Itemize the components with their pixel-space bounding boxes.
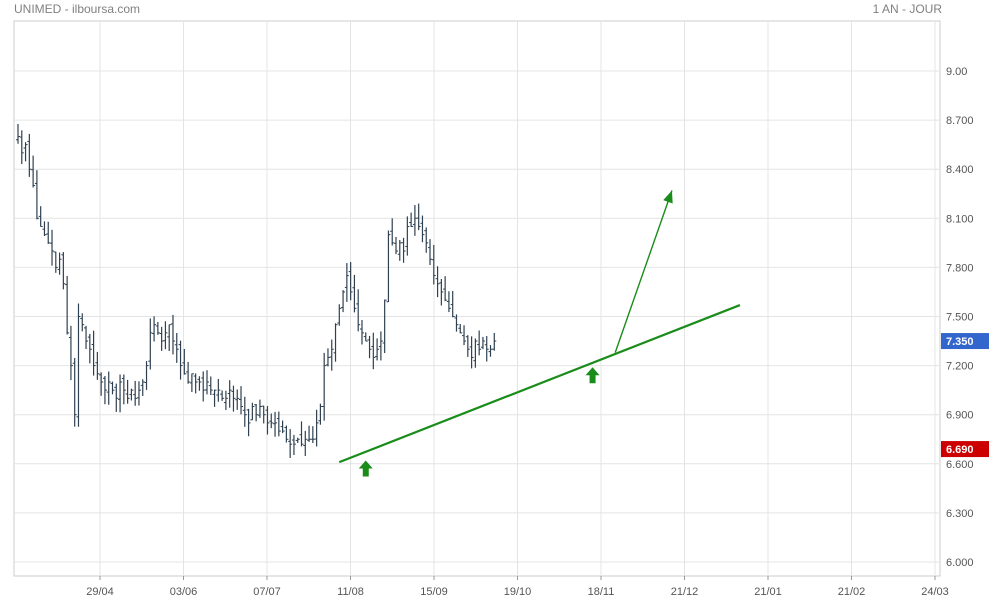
y-tick-label: 6.600 xyxy=(946,459,974,471)
up-arrow-icon xyxy=(358,460,373,477)
y-tick-label: 8.100 xyxy=(946,213,974,225)
y-tick-label: 7.800 xyxy=(946,262,974,274)
plot-frame xyxy=(13,20,941,577)
y-tick-label: 8.400 xyxy=(946,164,974,176)
x-tick-label: 03/06 xyxy=(170,586,198,598)
x-tick-label: 24/03 xyxy=(921,586,949,598)
chart-title: UNIMED - ilboursa.com xyxy=(14,2,141,16)
last-price-badge-label: 7.350 xyxy=(946,336,974,348)
low-price-badge-label: 6.690 xyxy=(946,444,974,456)
y-tick-label: 6.900 xyxy=(946,410,974,422)
y-tick-label: 7.500 xyxy=(946,312,974,324)
x-tick-label: 19/10 xyxy=(504,586,532,598)
x-tick-label: 07/07 xyxy=(253,586,281,598)
low-price-badge xyxy=(941,441,989,458)
x-tick-label: 21/01 xyxy=(754,586,782,598)
x-tick-label: 11/08 xyxy=(337,586,364,598)
x-tick-label: 18/11 xyxy=(588,586,615,598)
target-arrow-line xyxy=(614,190,673,353)
last-price-badge xyxy=(941,333,989,350)
y-tick-label: 7.200 xyxy=(946,361,974,373)
x-tick-label: 21/12 xyxy=(671,586,699,598)
support-trend-line xyxy=(338,304,741,464)
x-tick-label: 15/09 xyxy=(420,586,448,598)
target-arrow-head xyxy=(663,190,673,204)
y-tick-label: 6.300 xyxy=(946,508,974,520)
y-tick-label: 6.000 xyxy=(946,557,974,569)
y-tick-label: 9.00 xyxy=(946,66,967,78)
up-arrow-icon xyxy=(585,367,600,384)
x-tick-label: 21/02 xyxy=(838,586,866,598)
x-tick-label: 29/04 xyxy=(86,586,114,598)
y-tick-label: 8.700 xyxy=(946,115,974,127)
period-label[interactable]: 1 AN - JOUR xyxy=(872,2,942,16)
